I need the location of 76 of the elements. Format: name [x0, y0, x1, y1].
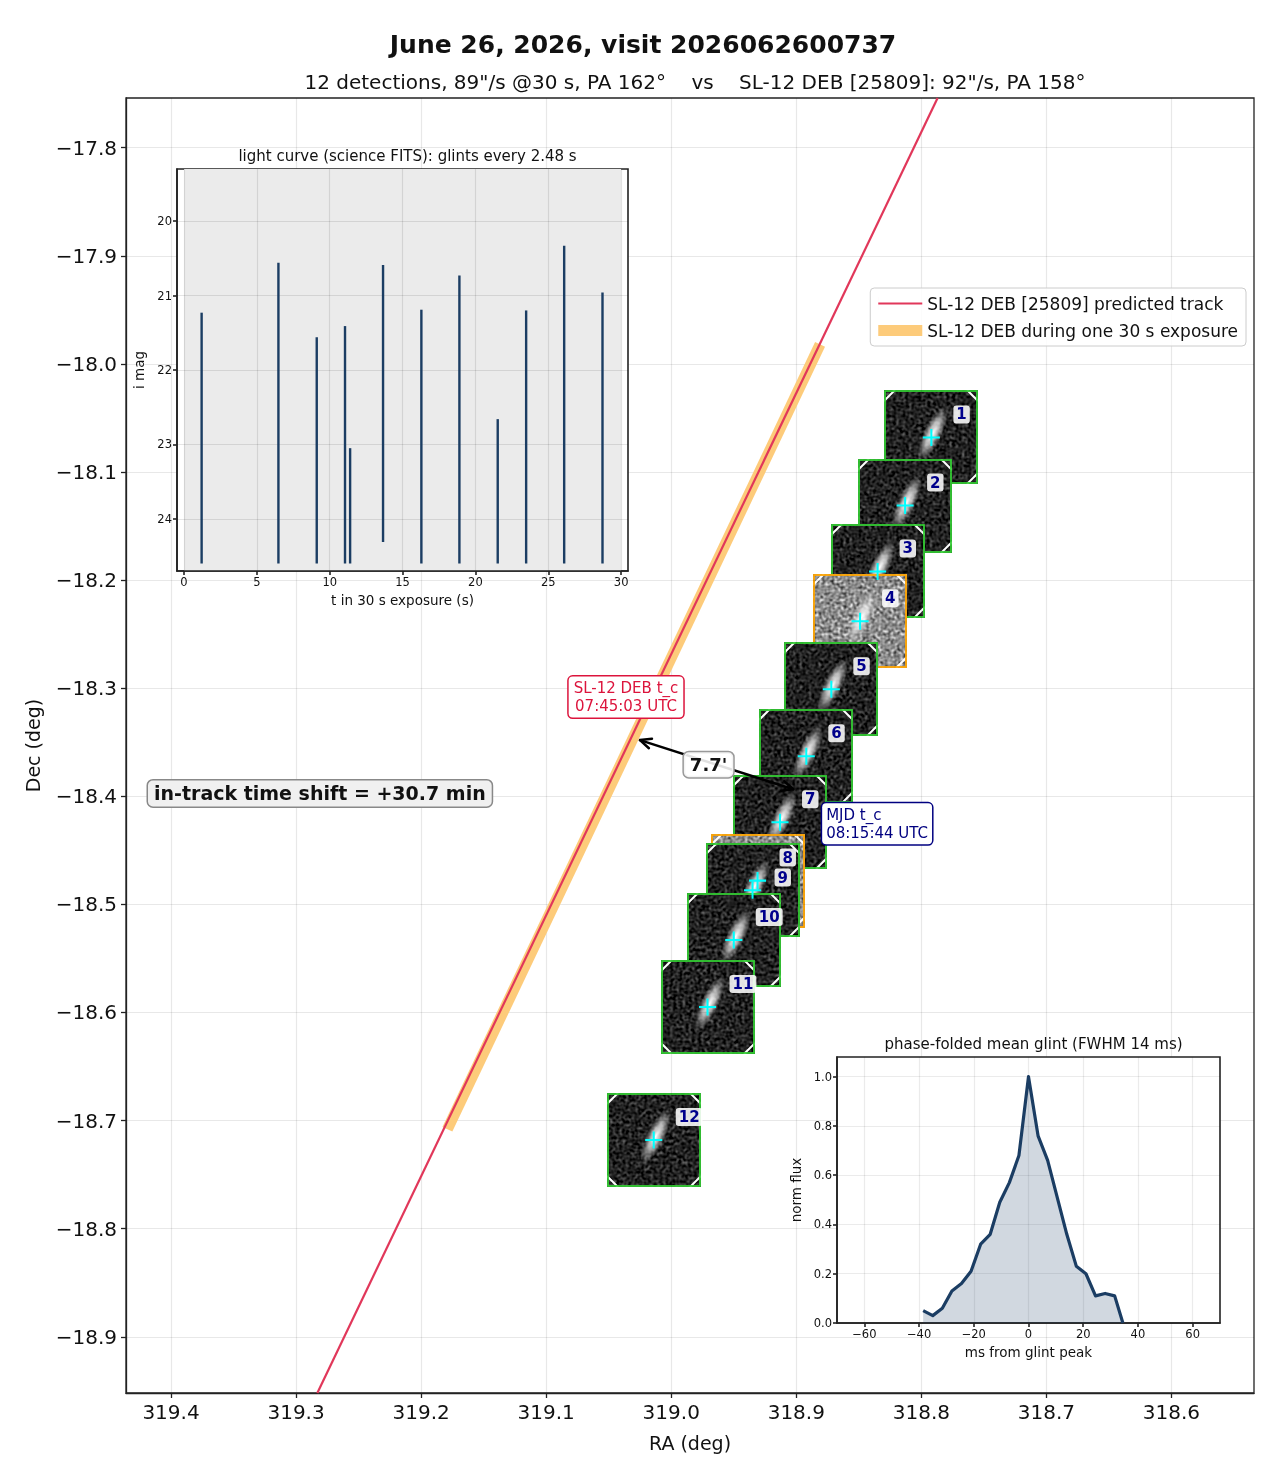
x-tick-label: −60 [852, 1327, 877, 1341]
y-tick-label: −18.6 [55, 1000, 117, 1025]
y-tick-label: −18.7 [55, 1108, 117, 1133]
y-tick-label: 0.4 [813, 1217, 832, 1232]
annotation: 2 [930, 473, 941, 492]
y-tick-label: 0.0 [813, 1316, 832, 1330]
y-tick-label: 22 [157, 363, 172, 377]
x-tick-label: 40 [1130, 1327, 1146, 1341]
y-tick-label: 24 [157, 511, 172, 526]
x-tick-label: 318.8 [892, 1400, 950, 1424]
y-tick-label: −18.4 [55, 784, 117, 809]
annotation: 3 [902, 539, 914, 558]
x-tick-label: 30 [613, 575, 629, 589]
x-axis-title: t in 30 s exposure (s) [331, 592, 474, 608]
annotation: in-track time shift = +30.7 min [154, 782, 486, 805]
x-tick-label: 10 [322, 575, 338, 589]
y-axis-title: Dec (deg) [21, 698, 44, 793]
x-tick-label: 318.6 [1142, 1400, 1201, 1424]
point [744, 881, 762, 899]
x-tick-label: −40 [906, 1327, 932, 1341]
y-tick-label: 1.0 [813, 1069, 832, 1084]
annotation: 4 [885, 589, 896, 608]
chart-title: light curve (science FITS): glints every 2.48 s [238, 146, 577, 165]
x-tick-label: 0 [1024, 1327, 1033, 1341]
y-axis-title: norm flux [787, 1157, 804, 1223]
x-axis-title: RA (deg) [648, 1431, 732, 1454]
x-axis-title: ms from glint peak [964, 1344, 1093, 1360]
x-tick-label: 5 [253, 575, 261, 589]
y-tick-label: 0.8 [813, 1118, 832, 1133]
y-tick-label: 21 [157, 288, 172, 303]
annotation: MJD t_c 08:15:44 UTC [826, 806, 929, 843]
x-tick-label: 319.1 [517, 1400, 575, 1424]
x-tick-label: −20 [961, 1327, 986, 1341]
y-tick-label: −18.3 [55, 676, 117, 701]
y-tick-label: −17.8 [55, 135, 117, 160]
x-tick-label: 318.7 [1017, 1400, 1076, 1424]
annotation: 1 [956, 405, 967, 424]
y-tick-label: −18.0 [55, 351, 117, 376]
y-tick-label: 0.2 [813, 1266, 832, 1281]
x-tick-label: 0 [180, 575, 188, 589]
y-tick-label: −18.2 [55, 568, 117, 593]
y-tick-label: −18.9 [55, 1324, 117, 1349]
annotation: 6 [831, 724, 842, 743]
y-tick-label: −18.5 [55, 892, 117, 917]
y-tick-label: 23 [157, 437, 172, 452]
legend-label: SL-12 DEB [25809] predicted track [927, 293, 1224, 314]
x-tick-label: 319.0 [642, 1400, 700, 1424]
x-tick-label: 319.4 [142, 1400, 200, 1424]
y-axis-title: i mag [131, 350, 148, 390]
annotation: 10 [758, 908, 780, 927]
y-tick-label: 0.6 [813, 1168, 832, 1183]
x-tick-label: 20 [1075, 1327, 1091, 1341]
annotation: SL-12 DEB t_c 07:45:03 UTC [573, 679, 679, 716]
x-tick-label: 319.2 [392, 1400, 450, 1424]
annotation: 5 [856, 657, 867, 676]
annotation: 7.7' [689, 754, 728, 776]
y-tick-label: −17.9 [55, 243, 117, 268]
x-tick-label: 60 [1185, 1327, 1200, 1341]
chart-title: June 26, 2026, visit 2026062600737 [387, 30, 897, 59]
y-tick-label: −18.1 [55, 460, 117, 485]
chart-subtitle: 12 detections, 89"/s @30 s, PA 162° vs SL-12 DEB [25809]: 92"/s, PA 158° [304, 70, 1086, 94]
x-tick-label: 15 [395, 575, 410, 589]
x-tick-label: 25 [540, 575, 556, 589]
point [869, 562, 887, 580]
annotation: 8 [782, 848, 793, 867]
x-tick-label: 319.3 [267, 1400, 325, 1424]
annotation: 11 [732, 975, 754, 994]
annotation: 7 [805, 790, 816, 809]
chart-title: phase-folded mean glint (FWHM 14 ms) [884, 1034, 1183, 1053]
x-tick-label: 318.9 [767, 1400, 825, 1424]
x-tick-label: 20 [468, 575, 483, 589]
y-tick-label: 20 [157, 214, 172, 229]
annotation: 12 [678, 1108, 700, 1127]
y-tick-label: −18.8 [55, 1216, 117, 1241]
annotation: 9 [777, 868, 788, 887]
legend-label: SL-12 DEB during one 30 s exposure [927, 320, 1238, 341]
